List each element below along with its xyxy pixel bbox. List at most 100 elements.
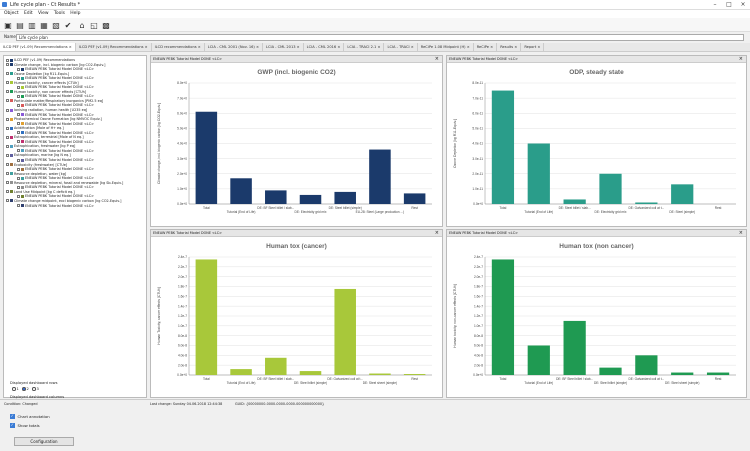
tree-checkbox[interactable] (6, 135, 9, 139)
configuration-button[interactable]: Configuration (14, 437, 74, 446)
tab-0[interactable]: ILCD PEF (v1.09) Recommendations × (0, 43, 76, 51)
maximize-icon[interactable]: □ (726, 1, 732, 8)
tree-item[interactable]: Human toxicity, cancer effects [CTUh] (6, 81, 146, 86)
tree-item[interactable]: Eutrophication, freshwater [kg P eq] (6, 144, 146, 149)
tree-checkbox[interactable] (6, 58, 9, 62)
tree-checkbox[interactable] (17, 194, 20, 198)
calculator-icon[interactable]: ▩ (102, 20, 110, 30)
tree-checkbox[interactable] (17, 103, 20, 107)
tree-checkbox[interactable] (17, 158, 20, 162)
tree-checkbox[interactable] (6, 90, 9, 94)
tree-item[interactable]: ENEAW PEBK Tutorial Model DONE <LC> (6, 94, 146, 99)
tab-10[interactable]: Results × (497, 43, 522, 51)
tree-checkbox[interactable] (6, 81, 9, 85)
menu-help[interactable]: Help (70, 11, 81, 16)
show-totals-checkbox[interactable]: ✓ Show totals (10, 423, 40, 428)
tab-3[interactable]: LCIA - CML 2001 (Nov. 16) × (205, 43, 263, 51)
rows-radio-3[interactable]: 3 (32, 387, 39, 391)
tree-checkbox[interactable] (6, 144, 9, 148)
tree-checkbox[interactable] (6, 190, 9, 194)
tree-checkbox[interactable] (17, 94, 20, 98)
minimize-icon[interactable]: – (713, 1, 717, 8)
tree-item[interactable]: Climate change midpoint, excl biogenic c… (6, 199, 146, 204)
tree-item[interactable]: Ecotoxicity (freshwater) [CTUe] (6, 163, 146, 168)
tree-item[interactable]: Land Use Midpoint [kg C deficit eq.] (6, 190, 146, 195)
rows-radio-2[interactable]: 2 (22, 387, 29, 391)
tree-item[interactable]: Eutrophication, marine [kg N eq.] (6, 153, 146, 158)
check-icon[interactable]: ✔ (64, 20, 72, 30)
tree-checkbox[interactable] (17, 185, 20, 189)
close-icon[interactable]: × (738, 56, 743, 62)
save-icon[interactable]: ▣ (4, 20, 12, 30)
tree-item[interactable]: ENEAW PEBK Tutorial Model DONE <LC> (6, 204, 146, 209)
tree-item[interactable]: Ionising radiation, human health [U235 e… (6, 108, 146, 113)
tree-checkbox[interactable] (6, 99, 9, 103)
tree-item[interactable]: ENEAW PEBK Tutorial Model DONE <LC> (6, 185, 146, 190)
tree-checkbox[interactable] (17, 149, 20, 153)
tree-checkbox[interactable] (6, 126, 9, 130)
tree-item[interactable]: Photochemical Ozone Formation [kg NMVOC … (6, 117, 146, 122)
tree-item[interactable]: ENEAW PEBK Tutorial Model DONE <LC> (6, 194, 146, 199)
tree-item[interactable]: ENEAW PEBK Tutorial Model DONE <LC> (6, 131, 146, 136)
tree-checkbox[interactable] (17, 67, 20, 71)
tree-checkbox[interactable] (6, 172, 9, 176)
folder-icon[interactable]: ◱ (90, 20, 98, 30)
close-icon[interactable]: × (434, 56, 439, 62)
close-icon[interactable]: × (740, 1, 746, 8)
tree-checkbox[interactable] (6, 108, 9, 112)
rows-radio-1[interactable]: 1 (12, 387, 19, 391)
tree-item[interactable]: ENEAW PEBK Tutorial Model DONE <LC> (6, 85, 146, 90)
tree-checkbox[interactable] (6, 63, 9, 67)
tab-11[interactable]: Report × (521, 43, 545, 51)
export-icon[interactable]: ▧ (52, 20, 60, 30)
tree-item[interactable]: ENEAW PEBK Tutorial Model DONE <LC> (6, 158, 146, 163)
menu-edit[interactable]: Edit (23, 11, 33, 16)
tree-item[interactable]: ENEAW PEBK Tutorial Model DONE <LC> (6, 167, 146, 172)
paste-icon[interactable]: ▥ (28, 20, 36, 30)
tab-5[interactable]: LCIA - CML 2016 × (304, 43, 345, 51)
tree-item[interactable]: ENEAW PEBK Tutorial Model DONE <LC> (6, 67, 146, 72)
name-field[interactable]: Life cycle plan (16, 34, 744, 41)
tree-checkbox[interactable] (17, 76, 20, 80)
tree-checkbox[interactable] (17, 131, 20, 135)
tree-checkbox[interactable] (17, 204, 20, 207)
tree-item[interactable]: ENEAW PEBK Tutorial Model DONE <LC> (6, 113, 146, 118)
tree-item[interactable]: Particulate matter/Respiratory inorganic… (6, 99, 146, 104)
tree-checkbox[interactable] (6, 72, 9, 76)
tab-8[interactable]: ReCiPe 1.08 Midpoint (H) × (418, 43, 474, 51)
tree-checkbox[interactable] (6, 163, 9, 167)
menu-view[interactable]: View (37, 11, 49, 16)
tab-2[interactable]: ILCD recommendations × (152, 43, 205, 51)
menu-tools[interactable]: Tools (53, 11, 65, 16)
tree-item[interactable]: Eutrophication, terrestrial [Mole of N e… (6, 135, 146, 140)
tree-item[interactable]: ENEAW PEBK Tutorial Model DONE <LC> (6, 76, 146, 81)
close-icon[interactable]: × (434, 230, 439, 236)
tab-6[interactable]: LCIA - TRACI 2.1 × (344, 43, 385, 51)
tab-1[interactable]: ILCD PEF (v1.09) Recommendations × (76, 43, 152, 51)
tree-item[interactable]: ENEAW PEBK Tutorial Model DONE <LC> (6, 103, 146, 108)
tab-4[interactable]: LCIA - CML 2013 × (263, 43, 304, 51)
menu-object[interactable]: Object (4, 11, 19, 16)
tree-checkbox[interactable] (6, 117, 9, 121)
tree-item[interactable]: Resource depletion, water [kg] (6, 172, 146, 177)
chart-annotation-checkbox[interactable]: ✓ Chart annotation (10, 414, 50, 419)
tree-item[interactable]: ENEAW PEBK Tutorial Model DONE <LC> (6, 149, 146, 154)
tree-item[interactable]: Acidification [Mole of H+ eq.] (6, 126, 146, 131)
tree-checkbox[interactable] (17, 167, 20, 171)
tree-item[interactable]: ILCD PEF (v1.09) Recommendations (6, 58, 146, 63)
tree-checkbox[interactable] (6, 181, 9, 185)
tree-item[interactable]: ENEAW PEBK Tutorial Model DONE <LC> (6, 122, 146, 127)
close-icon[interactable]: × (738, 230, 743, 236)
tree-checkbox[interactable] (6, 199, 9, 203)
tree-checkbox[interactable] (17, 113, 20, 117)
tab-7[interactable]: LCIA - TRACI × (384, 43, 418, 51)
tree-checkbox[interactable] (17, 176, 20, 180)
tree-checkbox[interactable] (6, 153, 9, 157)
tree-item[interactable]: ENEAW PEBK Tutorial Model DONE <LC> (6, 176, 146, 181)
home-icon[interactable]: ⌂ (79, 20, 85, 30)
grid-icon[interactable]: ▦ (40, 20, 48, 30)
tree-checkbox[interactable] (17, 122, 20, 126)
tree-item[interactable]: Resource depletion, mineral, fossil and … (6, 181, 146, 186)
tree-item[interactable]: Climate change, incl. biogenic carbon [k… (6, 63, 146, 68)
tree-item[interactable]: Human toxicity, non cancer effects [CTUh… (6, 90, 146, 95)
